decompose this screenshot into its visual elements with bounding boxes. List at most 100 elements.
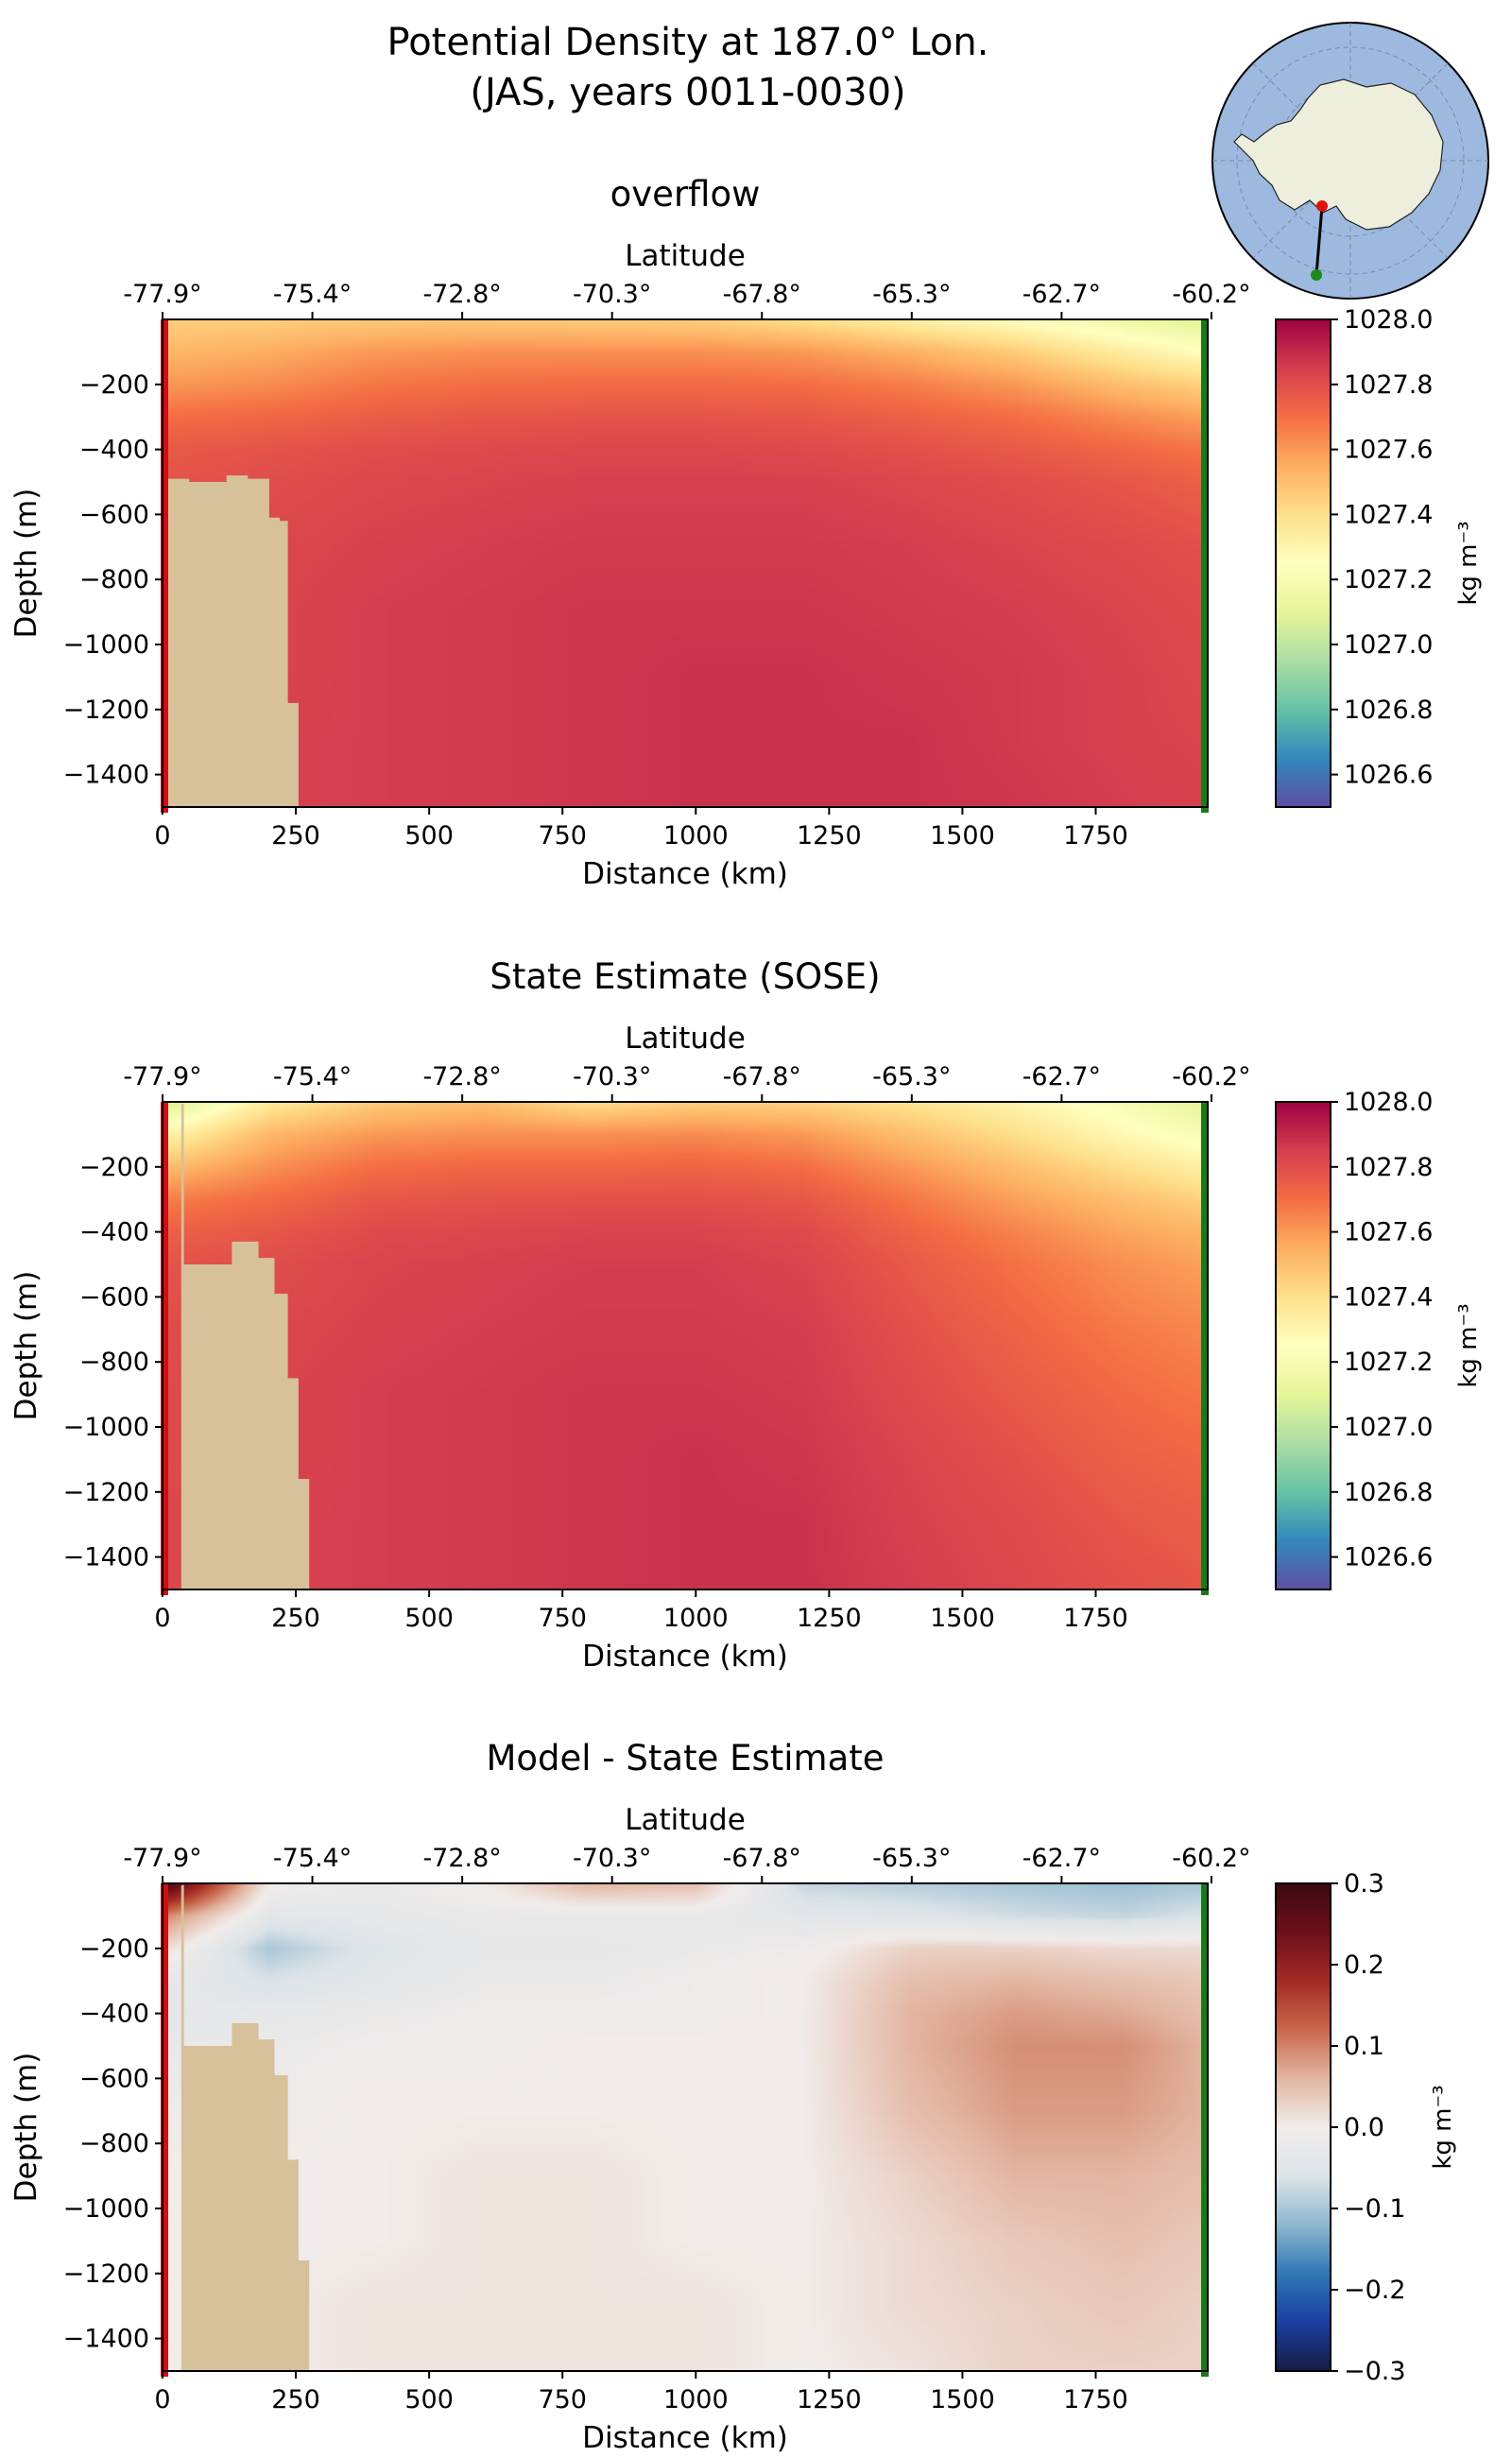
- inset-section-end-marker: [1311, 269, 1322, 281]
- plot-frame: [162, 1882, 1209, 2372]
- panel-2: State Estimate (SOSE) Latitude 0 250 500 750 1…: [9, 956, 1483, 1674]
- bathymetry-land: [163, 1103, 310, 1589]
- y-axis-label: Depth (m): [9, 489, 43, 639]
- lat-tick-label: -70.3°: [573, 1062, 651, 1091]
- x-axis-label: Distance (km): [582, 2421, 788, 2455]
- x-tick-label: 1000: [663, 2385, 729, 2414]
- lat-tick-label: -75.4°: [273, 1062, 352, 1091]
- colorbar-tick-label: 1026.8: [1344, 696, 1433, 725]
- colorbar-tick-label: 1027.6: [1344, 436, 1433, 465]
- y-tick-label: −800: [79, 2129, 149, 2158]
- colorbar: [1275, 1882, 1332, 2372]
- x-tick-label: 750: [538, 2385, 587, 2414]
- plot-frame: [162, 1101, 1209, 1590]
- location-inset-map: [1211, 22, 1489, 300]
- inset-antarctica: [1233, 78, 1444, 231]
- colorbar-tick-label: 1027.4: [1344, 1282, 1433, 1312]
- lat-tick-label: -67.8°: [723, 1062, 801, 1091]
- lat-tick-label: -72.8°: [422, 1062, 501, 1091]
- x-tick-label: 1250: [797, 1604, 862, 1633]
- inset-section-line: [1314, 205, 1324, 276]
- figure-title-line2: (JAS, years 0011-0030): [470, 71, 905, 114]
- x-tick-label: 500: [404, 821, 454, 850]
- colorbar-tick-label: 0.2: [1344, 1950, 1384, 1980]
- colorbar-tick-label: −0.1: [1344, 2194, 1406, 2224]
- colorbar-tick-label: 1027.8: [1344, 370, 1433, 400]
- lat-tick-label: -65.3°: [872, 1062, 951, 1091]
- lat-tick-label: -70.3°: [573, 1844, 651, 1873]
- lat-tick-label: -65.3°: [872, 1844, 951, 1873]
- colorbar-tick-label: 1028.0: [1344, 305, 1433, 335]
- x-axis-label: Distance (km): [582, 1640, 788, 1674]
- y-tick-label: −400: [79, 1218, 149, 1247]
- colorbar-tick-label: 0.0: [1344, 2113, 1384, 2142]
- lat-tick-label: -65.3°: [872, 280, 951, 309]
- y-tick-label: −1400: [63, 2325, 149, 2354]
- colorbar-tick-label: 0.3: [1344, 1869, 1384, 1899]
- y-tick-label: −200: [79, 1153, 149, 1182]
- x-tick-label: 500: [404, 2385, 454, 2414]
- lat-tick-label: -77.9°: [123, 1062, 201, 1091]
- panel-title: overflow: [610, 174, 761, 215]
- inset-section-start-marker: [1316, 200, 1328, 212]
- x-tick-label: 0: [154, 821, 170, 850]
- x-tick-label: 1000: [663, 1604, 729, 1633]
- colorbar-tick-label: −0.3: [1344, 2357, 1406, 2386]
- panel-1: overflow Latitude 0 250 500 750 1000 1250 1500 17…: [9, 174, 1483, 891]
- x-axis-label: Distance (km): [582, 857, 788, 891]
- x-tick-label: 0: [154, 1604, 170, 1633]
- lat-tick-label: -75.4°: [273, 1844, 352, 1873]
- colorbar-tick-label: 1027.6: [1344, 1218, 1433, 1247]
- x-tick-label: 1250: [797, 2385, 862, 2414]
- x-tick-label: 1500: [930, 1604, 995, 1633]
- lat-tick-label: -67.8°: [723, 280, 801, 309]
- panel-title: Model - State Estimate: [486, 1738, 884, 1778]
- x-tick-label: 1000: [663, 821, 729, 850]
- y-tick-label: −600: [79, 2064, 149, 2093]
- density-field: [163, 1102, 1208, 1589]
- panel-title: State Estimate (SOSE): [490, 956, 880, 997]
- lat-tick-label: -70.3°: [573, 280, 651, 309]
- colorbar-tick-label: −0.2: [1344, 2276, 1406, 2305]
- x-tick-label: 1500: [930, 2385, 995, 2414]
- y-axis-label: Depth (m): [9, 1271, 43, 1421]
- plot-frame: [162, 318, 1209, 808]
- lat-tick-label: -60.2°: [1172, 1844, 1250, 1873]
- x-tick-label: 1750: [1063, 1604, 1128, 1633]
- x-tick-label: 1750: [1063, 821, 1128, 850]
- x-tick-label: 750: [538, 1604, 587, 1633]
- colorbar-tick-label: 1027.4: [1344, 500, 1433, 529]
- x-tick-label: 1750: [1063, 2385, 1128, 2414]
- y-tick-label: −1000: [63, 2194, 149, 2224]
- x-tick-label: 1500: [930, 821, 995, 850]
- y-tick-label: −800: [79, 1348, 149, 1377]
- y-tick-label: −600: [79, 1282, 149, 1312]
- y-tick-label: −200: [79, 1934, 149, 1964]
- lat-tick-label: -62.7°: [1022, 1062, 1101, 1091]
- colorbar: [1275, 1101, 1332, 1590]
- colorbar-tick-label: 1028.0: [1344, 1088, 1433, 1117]
- lat-tick-label: -72.8°: [422, 1844, 501, 1873]
- bathymetry-land: [163, 1884, 310, 2371]
- top-axis-label: Latitude: [625, 1022, 746, 1056]
- x-tick-label: 1250: [797, 821, 862, 850]
- y-tick-label: −400: [79, 436, 149, 465]
- y-tick-label: −200: [79, 370, 149, 400]
- y-axis-label: Depth (m): [9, 2053, 43, 2203]
- x-tick-label: 250: [271, 821, 320, 850]
- lat-tick-label: -77.9°: [123, 280, 201, 309]
- colorbar: [1275, 318, 1332, 808]
- top-axis-label: Latitude: [625, 1803, 746, 1837]
- y-tick-label: −1400: [63, 1543, 149, 1572]
- x-tick-label: 500: [404, 1604, 454, 1633]
- y-tick-label: −1200: [63, 696, 149, 725]
- lat-tick-label: -75.4°: [273, 280, 352, 309]
- colorbar-tick-label: 1027.8: [1344, 1153, 1433, 1182]
- y-tick-label: −1000: [63, 1413, 149, 1442]
- y-tick-label: −1200: [63, 2259, 149, 2289]
- lat-tick-label: -77.9°: [123, 1844, 201, 1873]
- colorbar-tick-label: 1027.2: [1344, 1348, 1433, 1377]
- colorbar-label: kg m⁻³: [1454, 1303, 1483, 1387]
- lat-tick-label: -60.2°: [1172, 1062, 1250, 1091]
